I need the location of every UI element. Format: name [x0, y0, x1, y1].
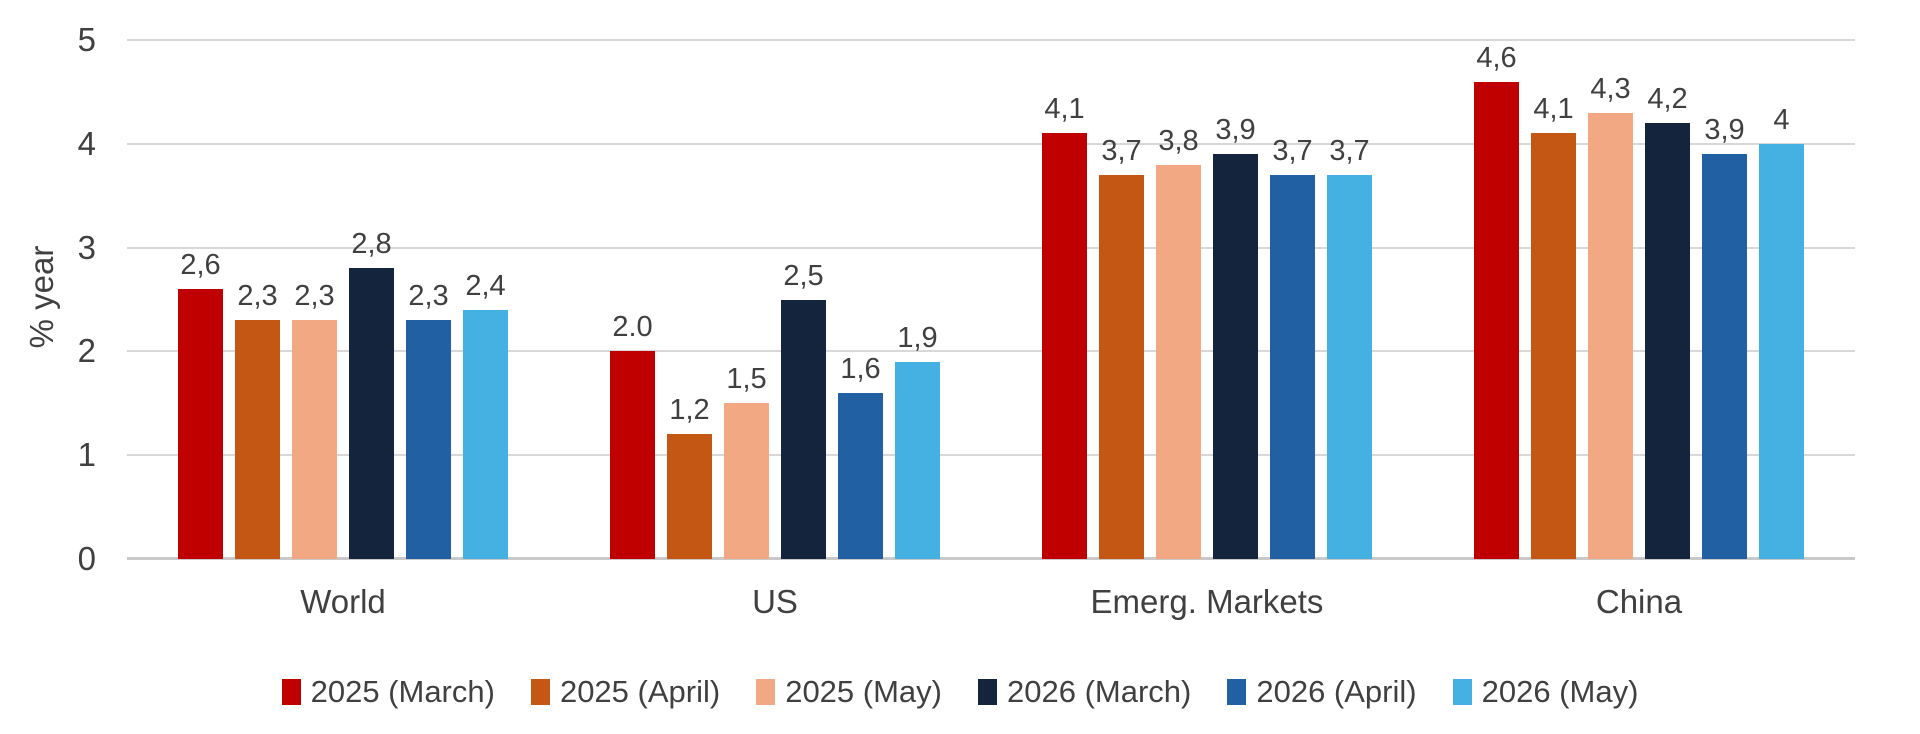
legend-item-2025-april: 2025 (April) — [530, 674, 721, 710]
legend-swatch-icon — [530, 679, 550, 705]
category-label-emerg-markets: Emerg. Markets — [1090, 583, 1324, 620]
bar-value-label: 2,3 — [408, 280, 449, 313]
bar-value-label: 4,2 — [1647, 83, 1688, 116]
legend-swatch-icon — [1227, 679, 1247, 705]
bar-value-label: 4,3 — [1590, 72, 1631, 105]
bar-2026-may-china: 4 — [1759, 104, 1804, 559]
bar-2026-may-emerg-markets: 3,7 — [1327, 135, 1372, 559]
bar-value-label: 2,3 — [294, 280, 335, 313]
bar-2025-may-emerg-markets: 3,8 — [1156, 125, 1201, 559]
bar-value-label: 1,2 — [669, 394, 710, 427]
bar-value-label: 3,9 — [1215, 114, 1256, 147]
bar-value-label: 4,1 — [1533, 93, 1574, 126]
legend-item-label: 2025 (April) — [559, 674, 721, 709]
y-tick-label-0: 0 — [77, 540, 96, 577]
bar-value-label: 3,7 — [1272, 134, 1313, 167]
bar-2025-march-us: 2.0 — [610, 311, 655, 559]
bar-2026-april-us: 1,6 — [838, 353, 883, 559]
bar-value-label: 2,6 — [180, 249, 221, 282]
bar-2025-may-world: 2,3 — [292, 280, 337, 559]
bar-group-world: 2,6 2,3 2,3 2,8 2,3 2,4 — [127, 40, 559, 559]
legend-swatch-icon — [756, 679, 776, 705]
category-label-china: China — [1595, 583, 1683, 620]
bar-value-label: 2,8 — [351, 228, 392, 261]
legend-item-label: 2026 (April) — [1256, 674, 1417, 709]
gridline-y-1 — [127, 454, 1855, 457]
bar-value-label: 4,1 — [1044, 93, 1085, 126]
bar-value-label: 2,5 — [783, 259, 824, 292]
category-label-world: World — [300, 583, 386, 620]
legend-item-label: 2025 (May) — [785, 674, 942, 709]
y-tick-label-1: 1 — [77, 436, 96, 474]
legend-item-label: 2025 (March) — [310, 674, 495, 709]
bar-group-emerg-markets: 4,1 3,7 3,8 3,9 3,7 3,7 — [991, 40, 1423, 559]
bar-value-label: 3,7 — [1101, 134, 1142, 167]
bar-value-label: 1,6 — [840, 352, 881, 385]
y-tick-label-3: 3 — [77, 228, 96, 266]
bar-value-label: 2,3 — [237, 280, 278, 313]
legend-item-label: 2026 (May) — [1481, 674, 1639, 709]
gridline-y-2 — [127, 350, 1855, 353]
legend-item-label: 2026 (March) — [1007, 674, 1192, 709]
bar-value-label: 1,5 — [726, 363, 767, 396]
legend-swatch-icon — [281, 679, 301, 705]
bar-2025-april-china: 4,1 — [1531, 93, 1576, 559]
y-tick-label-2: 2 — [77, 332, 96, 370]
gridline-y-4 — [127, 142, 1855, 145]
bar-2025-april-world: 2,3 — [235, 280, 280, 559]
legend-swatch-icon — [978, 679, 997, 705]
bar-2026-march-us: 2,5 — [781, 260, 826, 559]
bar-group-china: 4,6 4,1 4,3 4,2 3,9 4 — [1423, 40, 1855, 559]
bar-2026-march-china: 4,2 — [1645, 83, 1690, 559]
bar-value-label: 2.0 — [612, 311, 653, 344]
bar-group-us: 2.0 1,2 1,5 2,5 1,6 1,9 — [559, 40, 991, 559]
bar-2025-march-world: 2,6 — [178, 249, 223, 559]
legend-item-2026-april: 2026 (April) — [1227, 674, 1417, 710]
gridline-y-3 — [127, 246, 1855, 249]
bar-2025-april-us: 1,2 — [667, 394, 712, 559]
legend-item-2025-may: 2025 (May) — [756, 674, 942, 710]
bar-2026-march-world: 2,8 — [349, 228, 394, 559]
bar-value-label: 4,6 — [1476, 41, 1517, 74]
legend-item-2025-march: 2025 (March) — [281, 674, 495, 710]
bar-value-label: 3,7 — [1329, 134, 1370, 167]
gridline-y-5 — [127, 39, 1855, 41]
legend: 2025 (March) 2025 (April) 2025 (May) 2026 (… — [0, 668, 1920, 716]
bar-value-label: 3,9 — [1704, 114, 1745, 147]
bar-value-label: 4 — [1773, 103, 1790, 136]
bar-value-label: 3,8 — [1158, 124, 1199, 157]
gridline-y-0 — [127, 557, 1855, 560]
y-tick-label-4: 4 — [77, 124, 96, 162]
bar-value-label: 1,9 — [897, 321, 938, 354]
y-tick-label-5: 5 — [77, 21, 96, 58]
bar-2026-april-china: 3,9 — [1702, 114, 1747, 559]
plot-area: 2,6 2,3 2,3 2,8 2,3 2,4 2.0 1,2 1,5 2,5 1,6 1,9 4,1 3… — [127, 39, 1855, 560]
bar-2025-march-emerg-markets: 4,1 — [1042, 93, 1087, 559]
legend-item-2026-march: 2026 (March) — [978, 674, 1191, 710]
bar-2026-april-emerg-markets: 3,7 — [1270, 135, 1315, 559]
bar-2025-may-us: 1,5 — [724, 363, 769, 559]
legend-swatch-icon — [1452, 679, 1472, 705]
category-label-us: US — [752, 583, 798, 620]
bar-2026-may-world: 2,4 — [463, 270, 508, 559]
bar-2026-april-world: 2,3 — [406, 280, 451, 559]
bar-2025-march-china: 4,6 — [1474, 42, 1519, 559]
bar-2026-march-emerg-markets: 3,9 — [1213, 114, 1258, 559]
bar-value-label: 2,4 — [465, 269, 506, 302]
bar-2025-april-emerg-markets: 3,7 — [1099, 135, 1144, 559]
legend-item-2026-may: 2026 (May) — [1452, 674, 1639, 710]
bar-2026-may-us: 1,9 — [895, 322, 940, 559]
bar-2025-may-china: 4,3 — [1588, 73, 1633, 559]
